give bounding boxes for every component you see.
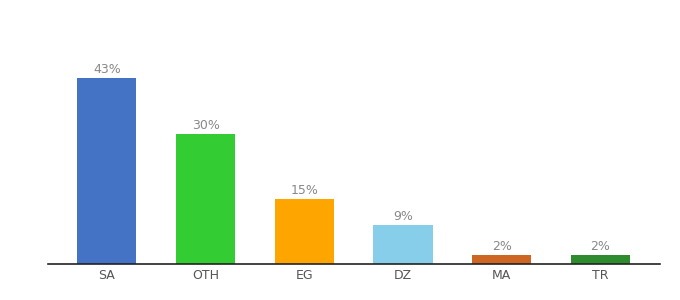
- Text: 2%: 2%: [492, 240, 511, 253]
- Text: 43%: 43%: [93, 63, 121, 76]
- Bar: [176, 134, 235, 264]
- Text: 30%: 30%: [192, 119, 220, 132]
- Bar: [571, 255, 630, 264]
- Bar: [275, 199, 334, 264]
- Text: 9%: 9%: [393, 210, 413, 223]
- Bar: [373, 225, 432, 264]
- Bar: [472, 255, 531, 264]
- Bar: [78, 78, 137, 264]
- Text: 2%: 2%: [590, 240, 611, 253]
- Text: 15%: 15%: [290, 184, 318, 197]
